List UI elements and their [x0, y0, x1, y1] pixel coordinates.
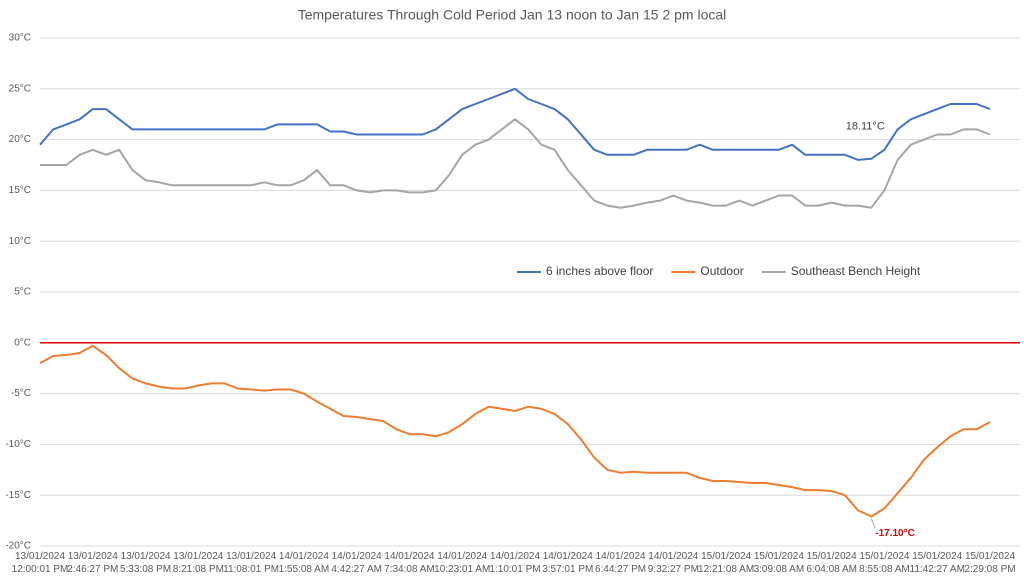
x-tick-time: 6:44:27 PM [595, 564, 646, 575]
x-tick-label: 13/01/2024 12:00:01 PM [12, 551, 69, 575]
x-tick-date: 14/01/2024 [279, 551, 329, 562]
x-tick-label: 15/01/2024 6:04:08 AM [806, 551, 857, 575]
x-tick-date: 14/01/2024 [384, 551, 434, 562]
chart-title: Temperatures Through Cold Period Jan 13 … [298, 7, 727, 23]
data-label: -17.10°C [875, 528, 915, 539]
x-tick-label: 14/01/2024 7:34:08 AM [384, 551, 435, 575]
x-tick-label: 15/01/2024 3:09:08 AM [754, 551, 805, 575]
x-tick-date: 14/01/2024 [648, 551, 698, 562]
x-tick-time: 1:55:08 AM [279, 564, 330, 575]
x-tick-date: 15/01/2024 [754, 551, 804, 562]
x-tick-date: 13/01/2024 [226, 551, 276, 562]
y-tick-label: -20°C [5, 541, 31, 552]
x-tick-date: 14/01/2024 [437, 551, 487, 562]
y-tick-label: -5°C [11, 388, 31, 399]
x-tick-date: 14/01/2024 [490, 551, 540, 562]
x-tick-time: 9:32:27 PM [648, 564, 699, 575]
x-tick-date: 13/01/2024 [15, 551, 65, 562]
x-tick-time: 12:00:01 PM [12, 564, 69, 575]
x-tick-date: 15/01/2024 [965, 551, 1015, 562]
y-tick-label: 0°C [14, 337, 31, 348]
x-tick-time: 2:29:08 PM [964, 564, 1015, 575]
x-tick-date: 15/01/2024 [912, 551, 962, 562]
x-tick-label: 13/01/2024 8:21:08 PM [173, 551, 224, 575]
x-tick-label: 13/01/2024 11:08:01 PM [223, 551, 279, 575]
x-tick-label: 14/01/2024 9:32:27 PM [648, 551, 699, 575]
y-tick-label: 25°C [9, 83, 31, 94]
x-tick-label: 15/01/2024 8:55:08 AM [859, 551, 910, 575]
x-tick-label: 14/01/2024 1:55:08 AM [279, 551, 330, 575]
x-tick-time: 2:46:27 PM [67, 564, 118, 575]
x-tick-time: 11:08:01 PM [223, 564, 279, 575]
x-tick-time: 6:04:08 AM [806, 564, 857, 575]
x-tick-time: 10:23:01 AM [434, 564, 490, 575]
x-tick-date: 15/01/2024 [807, 551, 857, 562]
x-tick-label: 14/01/2024 6:44:27 PM [595, 551, 646, 575]
x-tick-label: 15/01/2024 11:42:27 AM [910, 551, 965, 575]
x-tick-label: 14/01/2024 3:57:01 PM [542, 551, 593, 575]
x-tick-label: 14/01/2024 4:42:27 AM [331, 551, 382, 575]
legend-text: 6 inches above floor [546, 264, 653, 278]
y-tick-label: 30°C [9, 33, 31, 44]
x-tick-label: 13/01/2024 2:46:27 PM [67, 551, 118, 575]
legend-text: Southeast Bench Height [791, 264, 921, 278]
leader-line [870, 518, 876, 529]
x-tick-date: 15/01/2024 [859, 551, 909, 562]
x-tick-time: 8:21:08 PM [173, 564, 224, 575]
x-tick-date: 13/01/2024 [121, 551, 171, 562]
x-tick-date: 14/01/2024 [543, 551, 593, 562]
x-tick-date: 15/01/2024 [701, 551, 751, 562]
x-tick-label: 14/01/2024 10:23:01 AM [434, 551, 490, 575]
series-line [39, 87, 991, 161]
data-label: 18.11°C [846, 121, 885, 133]
y-tick-label: 15°C [9, 185, 31, 196]
y-tick-label: 20°C [9, 134, 31, 145]
y-tick-label: -15°C [5, 490, 31, 501]
y-tick-label: 10°C [9, 236, 31, 247]
series-line [39, 344, 991, 518]
x-tick-time: 1:10:01 PM [489, 564, 540, 575]
x-tick-time: 3:09:08 AM [754, 564, 805, 575]
x-tick-label: 13/01/2024 5:33:08 PM [120, 551, 171, 575]
x-tick-date: 13/01/2024 [68, 551, 118, 562]
x-tick-date: 13/01/2024 [173, 551, 223, 562]
x-tick-label: 15/01/2024 2:29:08 PM [964, 551, 1015, 575]
x-tick-time: 12:21:08 AM [698, 564, 754, 575]
x-tick-time: 3:57:01 PM [542, 564, 593, 575]
x-tick-date: 14/01/2024 [332, 551, 382, 562]
x-tick-date: 14/01/2024 [596, 551, 646, 562]
x-tick-time: 5:33:08 PM [120, 564, 171, 575]
x-tick-label: 14/01/2024 1:10:01 PM [489, 551, 540, 575]
y-tick-label: 5°C [14, 287, 31, 298]
x-tick-time: 7:34:08 AM [384, 564, 435, 575]
series-line [40, 118, 991, 209]
x-tick-time: 11:42:27 AM [910, 564, 965, 575]
x-tick-label: 15/01/2024 12:21:08 AM [698, 551, 754, 575]
y-tick-label: -10°C [5, 439, 31, 450]
legend-text: Outdoor [700, 264, 743, 278]
x-tick-time: 8:55:08 AM [859, 564, 910, 575]
x-tick-time: 4:42:27 AM [331, 564, 382, 575]
